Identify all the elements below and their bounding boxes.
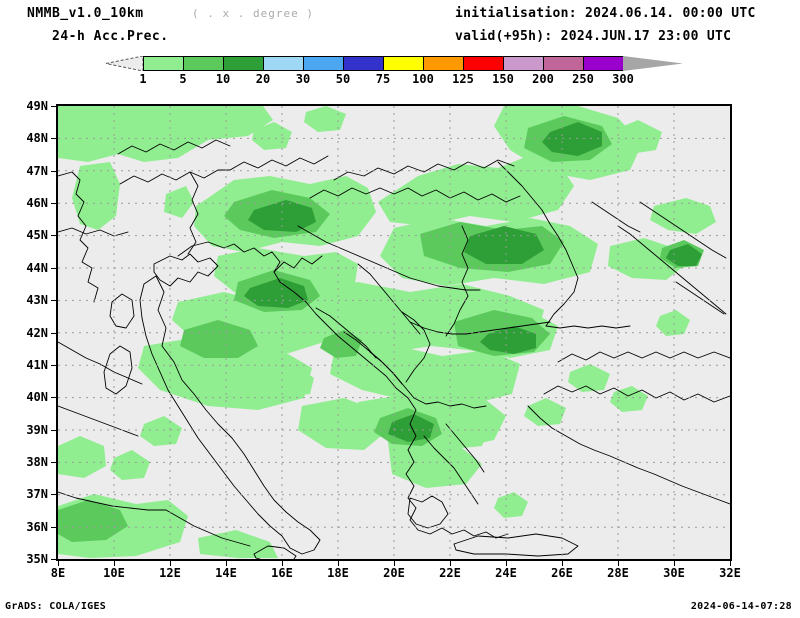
lat-label-42N: 42N	[26, 325, 48, 340]
colorbar-label-20: 20	[255, 72, 271, 86]
colorbar-label-100: 100	[412, 72, 434, 86]
precipitation-map	[56, 104, 732, 561]
colorbar-label-10: 10	[215, 72, 231, 86]
lat-label-39N: 39N	[26, 422, 48, 437]
lat-label-40N: 40N	[26, 390, 48, 405]
initialisation-time: initialisation: 2024.06.14. 00:00 UTC	[455, 6, 756, 21]
lon-tick-14E	[226, 561, 227, 566]
lon-tick-16E	[282, 561, 283, 566]
lon-tick-30E	[674, 561, 675, 566]
lon-label-24E: 24E	[495, 566, 517, 580]
lat-label-45N: 45N	[26, 228, 48, 243]
colorbar-segment-30	[303, 56, 343, 71]
lon-tick-26E	[562, 561, 563, 566]
valid-time: valid(+95h): 2024.JUN.17 23:00 UTC	[455, 29, 732, 44]
colorbar-segment-20	[263, 56, 303, 71]
lon-label-26E: 26E	[551, 566, 573, 580]
lat-tick-46N	[51, 203, 56, 205]
lon-label-32E: 32E	[719, 566, 741, 580]
colorbar-segment-5	[183, 56, 223, 71]
colorbar-segment-75	[383, 56, 423, 71]
precip-layer-10-20mm	[244, 122, 702, 442]
colorbar-label-5: 5	[179, 72, 187, 86]
lat-tick-41N	[51, 364, 56, 366]
lon-label-12E: 12E	[159, 566, 181, 580]
lon-tick-20E	[394, 561, 395, 566]
lon-tick-24E	[506, 561, 507, 566]
lat-label-38N: 38N	[26, 454, 48, 469]
lat-label-48N: 48N	[26, 131, 48, 146]
lon-tick-22E	[450, 561, 451, 566]
lon-tick-32E	[730, 561, 731, 566]
lon-tick-8E	[58, 561, 59, 566]
lat-label-46N: 46N	[26, 196, 48, 211]
lat-tick-38N	[51, 461, 56, 463]
colorbar-segment-150	[503, 56, 543, 71]
model-title: NMMB_v1.0_10km	[27, 6, 144, 21]
lon-tick-10E	[114, 561, 115, 566]
colorbar-segment-200	[543, 56, 583, 71]
precipitation-colorbar: 1 5 10 20 30 50 75 100 125 150 200 250 300	[105, 55, 686, 86]
lat-tick-48N	[51, 138, 56, 140]
lon-label-18E: 18E	[327, 566, 349, 580]
lon-label-30E: 30E	[663, 566, 685, 580]
lon-label-22E: 22E	[439, 566, 461, 580]
lat-label-37N: 37N	[26, 487, 48, 502]
lon-tick-12E	[170, 561, 171, 566]
lat-tick-37N	[51, 494, 56, 496]
units-note: ( . x . degree )	[192, 7, 314, 20]
colorbar-overflow-arrow	[623, 56, 683, 71]
lon-tick-18E	[338, 561, 339, 566]
lon-label-14E: 14E	[215, 566, 237, 580]
lat-label-43N: 43N	[26, 293, 48, 308]
lat-label-44N: 44N	[26, 260, 48, 275]
lat-label-41N: 41N	[26, 357, 48, 372]
colorbar-segment-50	[343, 56, 383, 71]
lat-tick-47N	[51, 170, 56, 172]
render-timestamp: 2024-06-14-07:28	[690, 601, 792, 612]
colorbar-segment-125	[463, 56, 503, 71]
colorbar-label-250: 250	[572, 72, 594, 86]
colorbar-segment-100	[423, 56, 463, 71]
lon-label-28E: 28E	[607, 566, 629, 580]
colorbar-segment-250	[583, 56, 623, 71]
lat-label-36N: 36N	[26, 519, 48, 534]
grid-layer	[58, 106, 730, 559]
colorbar-underflow-arrow	[105, 55, 144, 72]
precip-layer-1-5mm	[58, 106, 716, 558]
lat-tick-40N	[51, 397, 56, 399]
lat-tick-39N	[51, 429, 56, 431]
colorbar-label-125: 125	[452, 72, 474, 86]
lat-tick-42N	[51, 332, 56, 334]
lat-label-49N: 49N	[26, 99, 48, 113]
colorbar-label-50: 50	[335, 72, 351, 86]
lat-label-47N: 47N	[26, 163, 48, 178]
lon-label-8E: 8E	[50, 566, 66, 580]
lon-tick-28E	[618, 561, 619, 566]
lon-label-16E: 16E	[271, 566, 293, 580]
colorbar-label-75: 75	[375, 72, 391, 86]
lat-tick-45N	[51, 235, 56, 237]
lat-tick-49N	[51, 106, 56, 107]
colorbar-label-200: 200	[532, 72, 554, 86]
lat-tick-35N	[51, 559, 56, 560]
colorbar-label-1: 1	[139, 72, 147, 86]
lon-label-20E: 20E	[383, 566, 405, 580]
lat-tick-44N	[51, 267, 56, 269]
colorbar-label-300: 300	[612, 72, 634, 86]
colorbar-segment-10	[223, 56, 263, 71]
lon-label-10E: 10E	[103, 566, 125, 580]
colorbar-label-30: 30	[295, 72, 311, 86]
lat-tick-36N	[51, 526, 56, 528]
map-canvas	[58, 106, 730, 559]
grads-source-label: GrADS: COLA/IGES	[5, 601, 107, 612]
lat-label-35N: 35N	[26, 552, 48, 566]
colorbar-label-150: 150	[492, 72, 514, 86]
field-title: 24-h Acc.Prec.	[52, 29, 169, 44]
colorbar-segment-1	[143, 56, 183, 71]
lat-tick-43N	[51, 300, 56, 302]
